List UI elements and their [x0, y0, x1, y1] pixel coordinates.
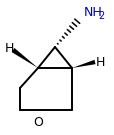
Text: 2: 2: [97, 11, 103, 21]
Text: H: H: [4, 41, 14, 55]
Polygon shape: [11, 48, 38, 68]
Text: NH: NH: [83, 6, 102, 19]
Polygon shape: [71, 60, 95, 68]
Text: H: H: [95, 55, 104, 68]
Text: O: O: [33, 116, 43, 129]
